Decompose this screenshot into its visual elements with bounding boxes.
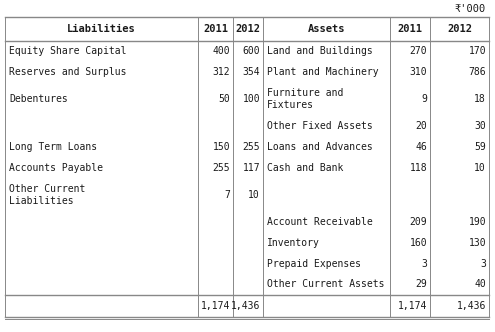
Text: 10: 10 — [248, 190, 260, 200]
Text: 170: 170 — [468, 46, 486, 56]
Text: Furniture and
Fixtures: Furniture and Fixtures — [267, 88, 344, 110]
Text: 130: 130 — [468, 238, 486, 248]
Text: Reserves and Surplus: Reserves and Surplus — [9, 67, 127, 77]
Text: 1,436: 1,436 — [456, 301, 486, 311]
Text: 29: 29 — [415, 280, 427, 290]
Text: 3: 3 — [480, 259, 486, 269]
Text: Plant and Machinery: Plant and Machinery — [267, 67, 379, 77]
Text: 310: 310 — [409, 67, 427, 77]
Text: 118: 118 — [409, 163, 427, 173]
Text: 3: 3 — [421, 259, 427, 269]
Text: Inventory: Inventory — [267, 238, 320, 248]
Text: 160: 160 — [409, 238, 427, 248]
Text: Equity Share Capital: Equity Share Capital — [9, 46, 127, 56]
Text: 270: 270 — [409, 46, 427, 56]
Text: 400: 400 — [212, 46, 230, 56]
Text: Other Fixed Assets: Other Fixed Assets — [267, 121, 373, 131]
Text: 59: 59 — [474, 142, 486, 152]
Text: Loans and Advances: Loans and Advances — [267, 142, 373, 152]
Text: 50: 50 — [218, 94, 230, 104]
Text: 20: 20 — [415, 121, 427, 131]
Text: 312: 312 — [212, 67, 230, 77]
Text: Land and Buildings: Land and Buildings — [267, 46, 373, 56]
Text: 40: 40 — [474, 280, 486, 290]
Text: 1,436: 1,436 — [231, 301, 260, 311]
Text: Cash and Bank: Cash and Bank — [267, 163, 344, 173]
Text: Other Current Assets: Other Current Assets — [267, 280, 385, 290]
Text: 2012: 2012 — [236, 24, 260, 34]
Text: 2012: 2012 — [447, 24, 472, 34]
Text: 255: 255 — [243, 142, 260, 152]
Text: 117: 117 — [243, 163, 260, 173]
Text: 255: 255 — [212, 163, 230, 173]
Text: 354: 354 — [243, 67, 260, 77]
Text: Debentures: Debentures — [9, 94, 68, 104]
Text: Assets: Assets — [308, 24, 345, 34]
Text: 600: 600 — [243, 46, 260, 56]
Text: 1,174: 1,174 — [397, 301, 427, 311]
Text: 2011: 2011 — [203, 24, 228, 34]
Text: 1,174: 1,174 — [200, 301, 230, 311]
Text: Prepaid Expenses: Prepaid Expenses — [267, 259, 361, 269]
Text: 46: 46 — [415, 142, 427, 152]
Text: 150: 150 — [212, 142, 230, 152]
Text: 100: 100 — [243, 94, 260, 104]
Text: Accounts Payable: Accounts Payable — [9, 163, 103, 173]
Text: Account Receivable: Account Receivable — [267, 217, 373, 227]
Text: 18: 18 — [474, 94, 486, 104]
Text: 10: 10 — [474, 163, 486, 173]
Text: 209: 209 — [409, 217, 427, 227]
Text: 190: 190 — [468, 217, 486, 227]
Text: ₹'000: ₹'000 — [455, 4, 486, 14]
Text: 30: 30 — [474, 121, 486, 131]
Text: 2011: 2011 — [397, 24, 423, 34]
Text: Other Current
Liabilities: Other Current Liabilities — [9, 184, 85, 206]
Text: 7: 7 — [224, 190, 230, 200]
Text: Liabilities: Liabilities — [67, 24, 136, 34]
Text: 786: 786 — [468, 67, 486, 77]
Text: Long Term Loans: Long Term Loans — [9, 142, 97, 152]
Text: 9: 9 — [421, 94, 427, 104]
